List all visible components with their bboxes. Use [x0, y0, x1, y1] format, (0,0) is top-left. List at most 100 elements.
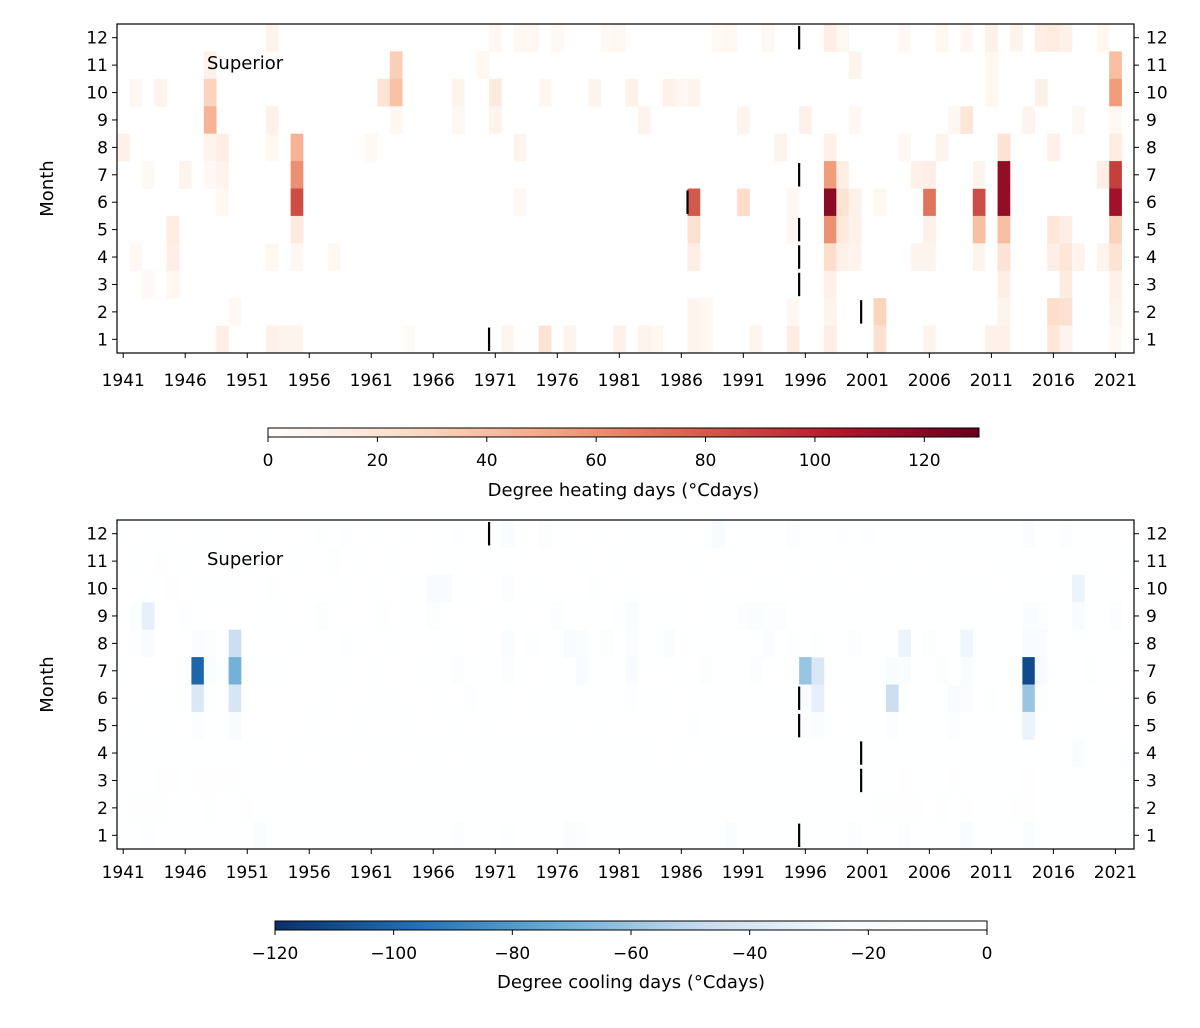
heatmap-cell [117, 574, 130, 603]
heatmap-cell [377, 821, 391, 850]
x-tick-label: 1976 [536, 863, 579, 883]
heatmap-cell [1022, 657, 1036, 685]
heatmap-cell [1047, 657, 1060, 685]
heatmap-cell [414, 684, 428, 713]
heatmap-cell [774, 520, 788, 548]
y-tick-label-right: 11 [1146, 56, 1168, 76]
heatmap-cell [538, 711, 552, 740]
heatmap-cell [414, 766, 428, 795]
heatmap-cell [774, 766, 788, 795]
heatmap-cell [687, 739, 701, 768]
heatmap-cell [588, 739, 601, 768]
heatmap-cell [985, 657, 998, 685]
heatmap-cell [861, 821, 874, 850]
heatmap-cell [265, 133, 279, 162]
heatmap-cell [737, 602, 750, 630]
heatmap-cell [513, 24, 527, 52]
heatmap-cell [253, 711, 267, 740]
heatmap-cell [476, 574, 490, 603]
heatmap-cell [265, 547, 279, 576]
heatmap-cell [538, 821, 552, 850]
heatmap-cell [265, 106, 279, 134]
heatmap-cell [662, 766, 676, 795]
heatmap-cell [588, 629, 601, 658]
heatmap-cell [538, 602, 552, 630]
heatmap-cell [414, 794, 428, 822]
heatmap-cell [1047, 629, 1060, 658]
panel-annotation: Superior [207, 549, 284, 570]
y-tick-label-left: 9 [97, 111, 108, 131]
heatmap-cell [389, 547, 403, 576]
heatmap-cell [1009, 711, 1023, 740]
y-tick-label-right: 2 [1146, 799, 1157, 819]
heatmap-cell [873, 602, 887, 630]
heatmap-cell [749, 684, 763, 713]
heatmap-cell [823, 684, 837, 713]
heatmap-cell [290, 188, 304, 217]
heatmap-cell [501, 574, 515, 603]
heatmap-cell [513, 629, 527, 658]
heatmap-cell [1071, 821, 1085, 850]
heatmap-cell [687, 520, 701, 548]
heatmap-cell [873, 629, 887, 658]
heatmap-cell [402, 574, 415, 603]
heatmap-cell [650, 766, 663, 795]
heatmap-cell [1022, 684, 1036, 713]
heatmap-cell [253, 684, 267, 713]
heatmap-cell [278, 574, 291, 603]
heatmap-cell [749, 766, 763, 795]
heatmap-cell [315, 574, 329, 603]
heatmap-cell [600, 739, 614, 768]
heatmap-cell [600, 24, 614, 52]
heatmap-cell [315, 739, 329, 768]
heatmap-cell [513, 739, 527, 768]
heatmap-cell [898, 629, 912, 658]
heatmap-cell [613, 629, 626, 658]
heatmap-cell [947, 547, 961, 576]
heatmap-cell [216, 325, 229, 354]
heatmap-cell [960, 821, 974, 850]
heatmap-cell [910, 520, 924, 548]
heatmap-cell [600, 684, 614, 713]
heatmap-cell [203, 821, 217, 850]
heatmap-cell [1059, 684, 1073, 713]
x-tick-label: 2011 [970, 371, 1013, 391]
heatmap-cell [253, 657, 267, 685]
heatmap-cell [699, 629, 713, 658]
heatmap-cell [947, 821, 961, 850]
heatmap-cell [1109, 188, 1122, 217]
heatmap-cell [1096, 24, 1110, 52]
heatmap-cell [439, 547, 453, 576]
heatmap-cell [1059, 711, 1073, 740]
heatmap-cell [278, 821, 291, 850]
heatmap-cell [228, 684, 242, 713]
heatmap-cell [1047, 794, 1060, 822]
heatmap-cell [923, 161, 936, 189]
heatmap-cell [724, 794, 738, 822]
heatmap-cell [811, 602, 825, 630]
heatmap-cell [228, 794, 242, 822]
heatmap-cell [228, 711, 242, 740]
heatmap-cell [290, 547, 304, 576]
heatmap-cell [848, 106, 862, 134]
heatmap-cell [885, 684, 899, 713]
heatmap-cell [947, 629, 961, 658]
heatmap-cell [489, 684, 502, 713]
heatmap-cell [1096, 657, 1110, 685]
heatmap-cell [513, 821, 527, 850]
heatmap-cell [637, 794, 651, 822]
heatmap-cell [873, 739, 887, 768]
heatmap-cell [848, 188, 862, 217]
heatmap-cell [1071, 520, 1085, 548]
heatmap-cell [1084, 574, 1098, 603]
heatmap-cell [327, 243, 341, 272]
x-tick-label: 1971 [474, 371, 517, 391]
heatmap-cell [836, 520, 850, 548]
heatmap-cell [538, 739, 552, 768]
heatmap-cell [365, 574, 378, 603]
heatmap-cell [662, 602, 676, 630]
heatmap-cell [1096, 574, 1110, 603]
heatmap-cell [141, 684, 155, 713]
colorbar [267, 427, 980, 438]
